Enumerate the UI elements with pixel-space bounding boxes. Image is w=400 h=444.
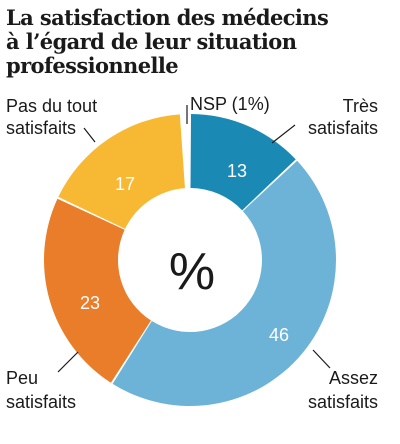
label-assez-satisfaits-2: satisfaits (308, 392, 378, 412)
donut-slice-nsp (181, 114, 190, 189)
slice-value-peu-satisfaits: 23 (80, 293, 100, 313)
label-tres-satisfaits-2: satisfaits (308, 118, 378, 138)
label-nsp: NSP (1%) (190, 94, 270, 114)
title-line-1: La satisfaction des médecins (6, 5, 329, 30)
donut-slice-pas-du-tout (58, 114, 185, 229)
title-line-2: à l’égard de leur situation (6, 29, 297, 54)
leader-line-peu-satisfaits (57, 351, 79, 373)
label-peu-satisfaits-1: Peu (6, 368, 38, 388)
center-percent-label: % (169, 243, 215, 301)
donut-slice-tres-satisfaits (190, 114, 296, 211)
label-peu-satisfaits-2: satisfaits (6, 392, 76, 412)
leader-line-tres-satisfaits (271, 124, 296, 144)
slice-value-tres-satisfaits: 13 (227, 161, 247, 181)
donut-slices (44, 114, 337, 407)
donut-slice-peu-satisfaits (44, 198, 151, 383)
label-tres-satisfaits-1: Très (343, 96, 378, 116)
leader-line-pas-du-tout (83, 127, 96, 143)
label-pas-du-tout-1: Pas du tout (6, 96, 97, 116)
slice-value-assez-satisfaits: 46 (269, 325, 289, 345)
title-line-3: professionnelle (6, 53, 179, 78)
leader-line-assez-satisfaits (312, 349, 331, 369)
slice-value-pas-du-tout: 17 (115, 174, 135, 194)
donut-slice-assez-satisfaits (112, 160, 337, 407)
label-pas-du-tout-2: satisfaits (6, 118, 76, 138)
chart-title: La satisfaction des médecins à l’égard d… (6, 6, 396, 78)
label-assez-satisfaits-1: Assez (329, 368, 378, 388)
